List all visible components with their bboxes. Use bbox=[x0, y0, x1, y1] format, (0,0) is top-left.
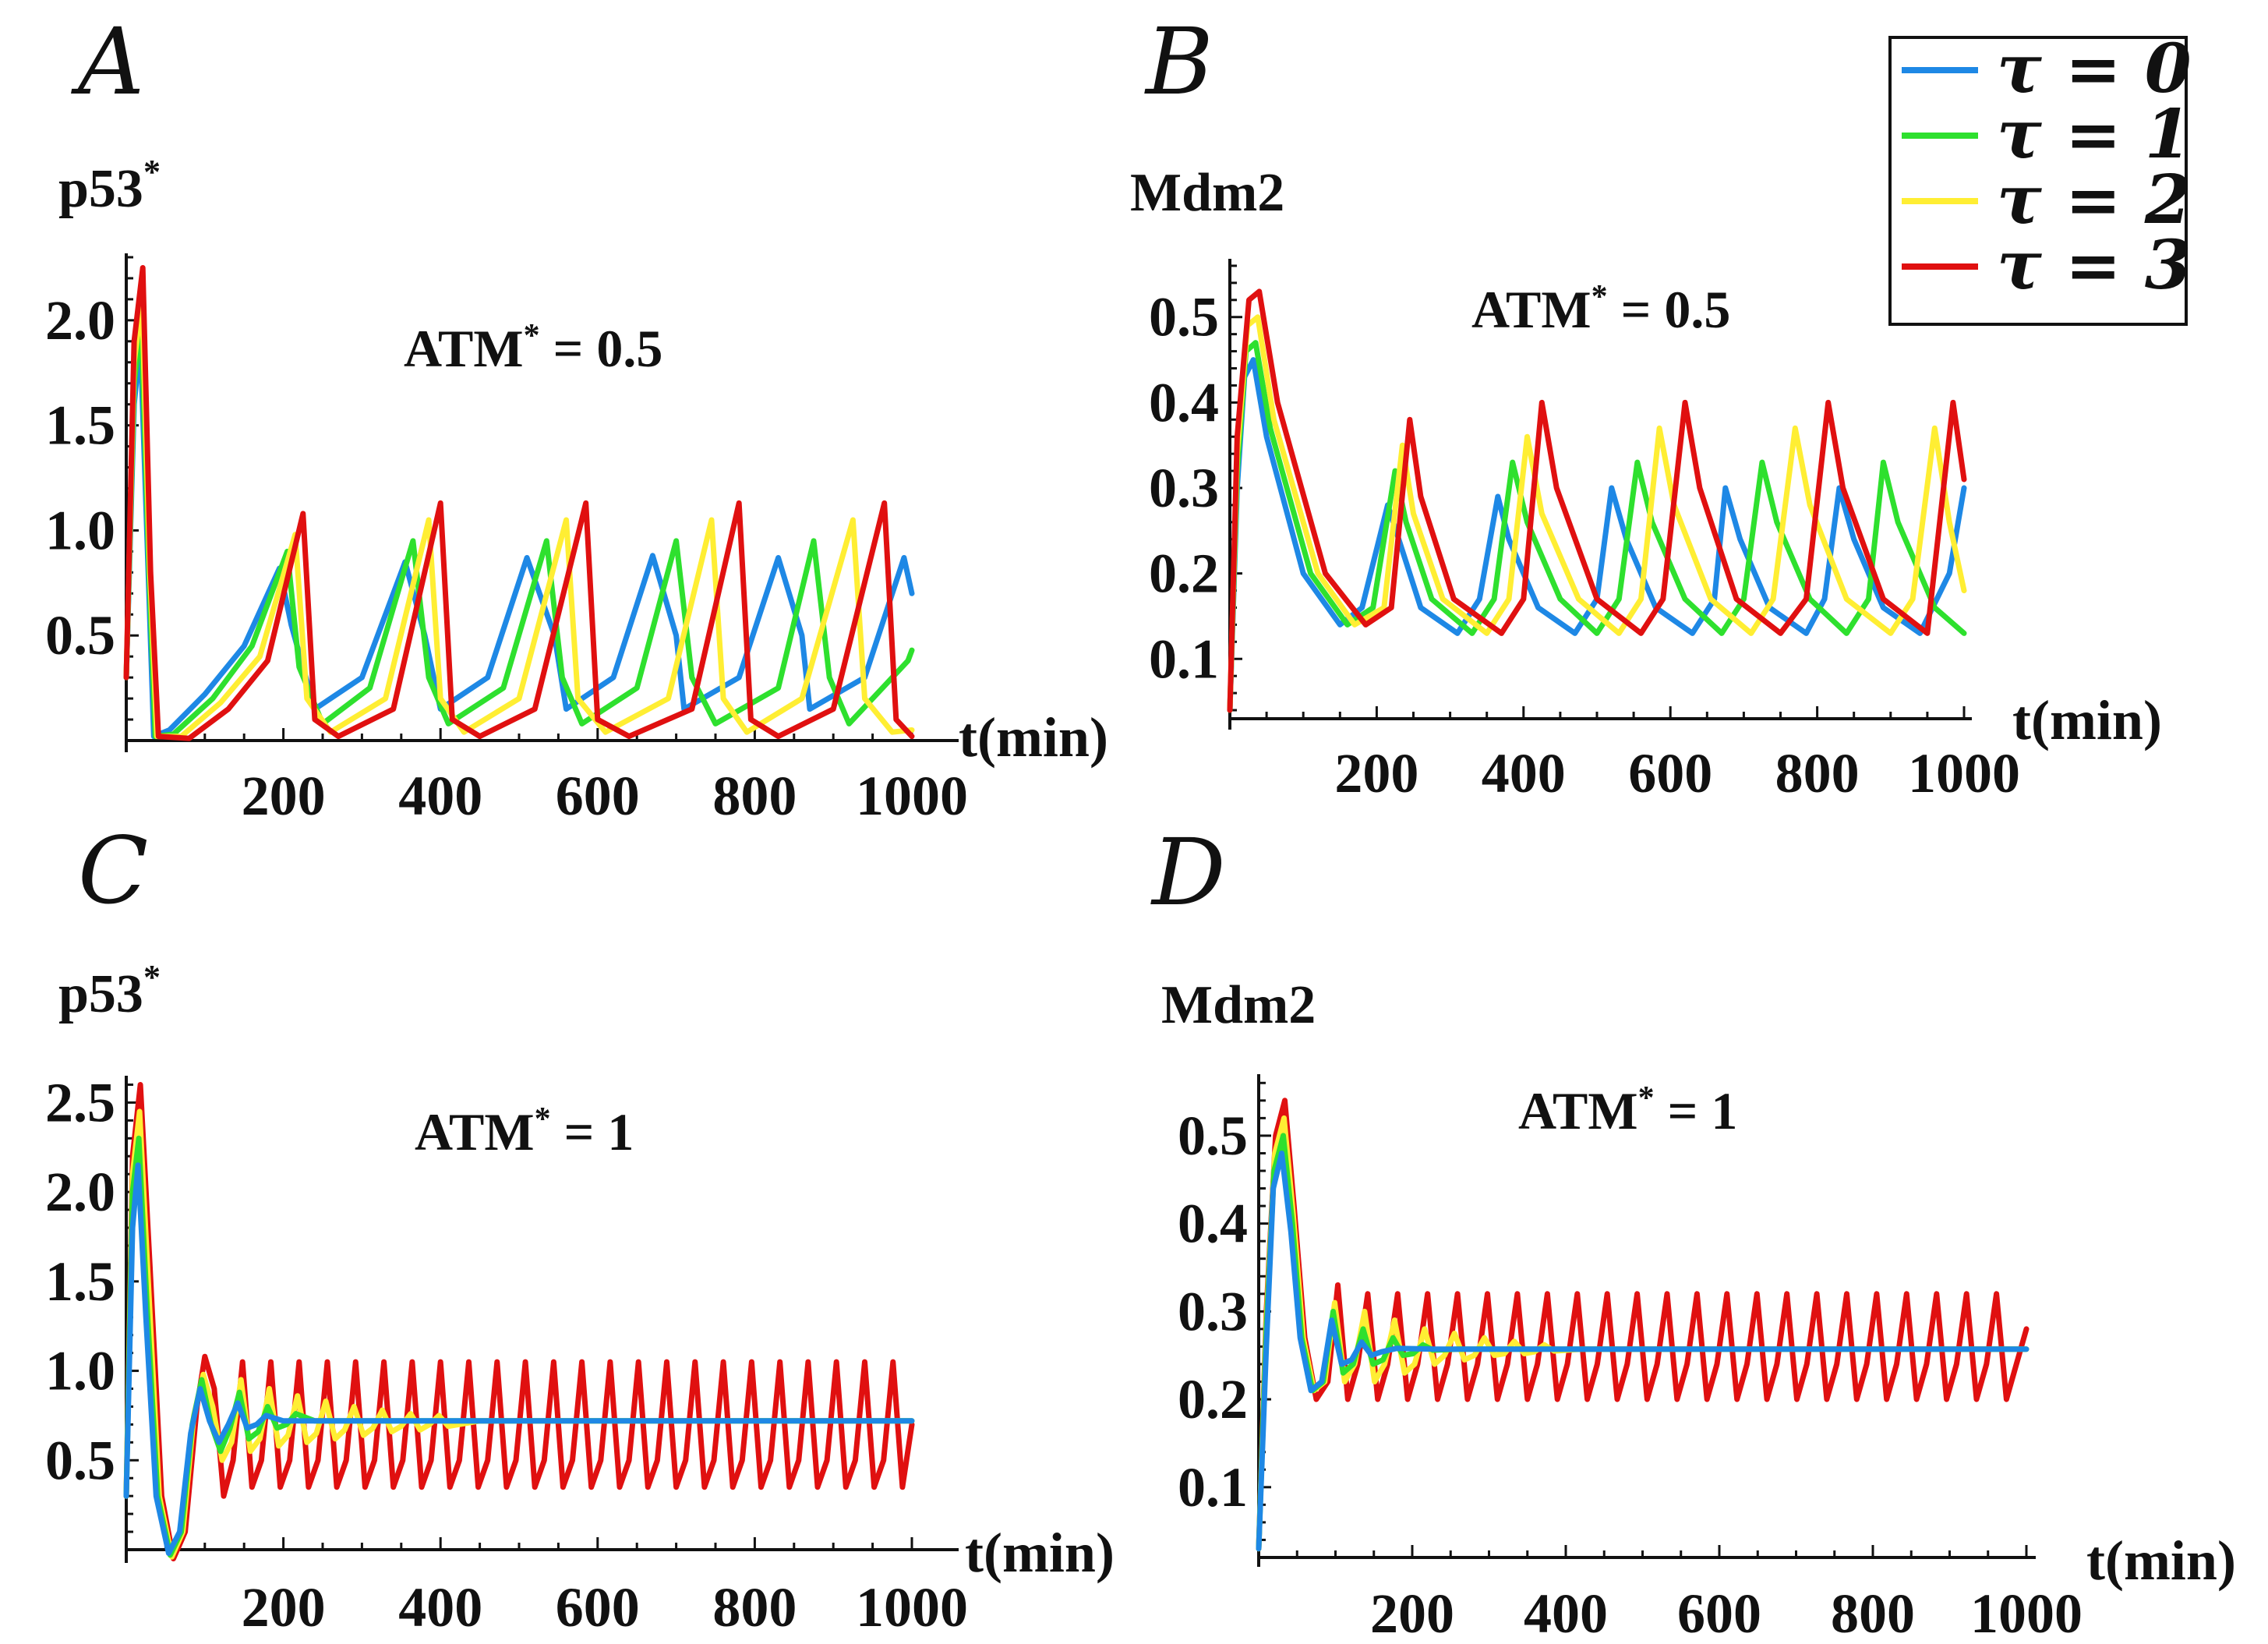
panel-a-xtick-label: 800 bbox=[712, 765, 797, 827]
legend-label: τ = 1 bbox=[1997, 95, 2192, 174]
panel-a-ylabel: p53* bbox=[58, 153, 161, 219]
panel-a-ytick-label: 0.5 bbox=[45, 604, 115, 666]
panel-a-series bbox=[123, 265, 915, 741]
panel-d-xlabel: t(min) bbox=[2086, 1529, 2236, 1592]
panel-c-xtick-label: 200 bbox=[242, 1576, 326, 1639]
panel-d-xtick-label: 800 bbox=[1831, 1582, 1915, 1644]
panel-b-annotation: ATM* = 0.5 bbox=[1471, 279, 1730, 339]
panel-a-xtick-label: 200 bbox=[242, 765, 326, 827]
panel-c-xtick-label: 600 bbox=[556, 1576, 640, 1639]
panel-c-ytick-label: 1.5 bbox=[45, 1250, 115, 1313]
panel-a-annotation: ATM* = 0.5 bbox=[404, 318, 662, 378]
panel-a-ytick-label: 1.0 bbox=[45, 499, 115, 561]
panel-c-ylabel: p53* bbox=[58, 958, 161, 1024]
panel-b-ytick-label: 0.2 bbox=[1149, 543, 1219, 605]
panel-b-series-line bbox=[1227, 288, 1967, 713]
panel-b-ytick-label: 0.3 bbox=[1149, 457, 1219, 519]
panel-c-annotation: ATM* = 1 bbox=[415, 1101, 634, 1161]
panel-d-xtick-label: 200 bbox=[1370, 1582, 1454, 1644]
panel-d-ytick-label: 0.3 bbox=[1178, 1280, 1248, 1342]
panel-c-ticks: 200 400 600 800 1000 0.5 1.0 1.5 2.0 2.5 bbox=[45, 1071, 968, 1639]
panel-c-ytick-label: 2.0 bbox=[45, 1161, 115, 1223]
panel-d-ticks: 200 400 600 800 1000 0.1 0.2 0.3 0.4 0.5 bbox=[1178, 1081, 2083, 1644]
panel-b-letter: B bbox=[1144, 8, 1213, 115]
panel-d-ytick-label: 0.2 bbox=[1178, 1368, 1248, 1430]
panel-b-ylabel: Mdm2 bbox=[1130, 163, 1284, 223]
panel-c-series-line bbox=[123, 1162, 915, 1557]
panel-c-series-line bbox=[123, 1108, 915, 1560]
panel-d-series bbox=[1256, 1098, 2030, 1552]
panel-b-xtick-label: 200 bbox=[1334, 742, 1418, 804]
panel-b-xtick-label: 400 bbox=[1482, 742, 1566, 804]
panel-b-series bbox=[1227, 288, 1967, 713]
legend-box bbox=[1888, 36, 2188, 326]
panel-c-ytick-label: 2.5 bbox=[45, 1071, 115, 1133]
panel-c: C p53* t(min) ATM* = 1 200 400 600 800 1000 0… bbox=[45, 817, 1115, 1639]
panel-a-letter: A bbox=[71, 8, 144, 115]
panel-d-letter: D bbox=[1150, 818, 1226, 926]
panel-d-series-line bbox=[1256, 1098, 2030, 1552]
panel-a-xtick-label: 600 bbox=[556, 765, 640, 827]
panel-c-xtick-label: 400 bbox=[398, 1576, 482, 1639]
panel-a-xtick-label: 400 bbox=[398, 765, 482, 827]
panel-b-xtick-label: 1000 bbox=[1908, 742, 2020, 804]
panel-d-annotation: ATM* = 1 bbox=[1518, 1080, 1737, 1140]
panel-c-xlabel: t(min) bbox=[965, 1522, 1115, 1584]
panel-c-letter: C bbox=[78, 817, 148, 925]
panel-d-ytick-label: 0.5 bbox=[1178, 1105, 1248, 1167]
panel-b: B Mdm2 t(min) ATM* = 0.5 200 400 600 800 100… bbox=[1130, 8, 2162, 804]
panel-b-xtick-label: 600 bbox=[1628, 742, 1712, 804]
panel-a-series-line bbox=[123, 265, 915, 741]
panel-a-series-line bbox=[123, 338, 915, 740]
panel-a-ytick-label: 1.5 bbox=[45, 394, 115, 457]
panel-a-xlabel: t(min) bbox=[959, 706, 1108, 769]
panel-d-xtick-label: 1000 bbox=[1970, 1582, 2083, 1644]
panel-b-xlabel: t(min) bbox=[2012, 689, 2162, 751]
panel-b-series-line bbox=[1227, 357, 1967, 713]
panel-d-series-line bbox=[1256, 1151, 2030, 1552]
panel-c-series bbox=[123, 1082, 915, 1561]
panel-c-xtick-label: 1000 bbox=[856, 1576, 968, 1639]
panel-d-xtick-label: 600 bbox=[1677, 1582, 1761, 1644]
panel-a-xtick-label: 1000 bbox=[856, 765, 968, 827]
panel-c-series-line bbox=[123, 1082, 915, 1561]
panel-b-ytick-label: 0.1 bbox=[1149, 628, 1219, 690]
panel-b-ytick-label: 0.5 bbox=[1149, 286, 1219, 348]
panel-c-xtick-label: 800 bbox=[712, 1576, 797, 1639]
legend: τ = 0τ = 1τ = 2τ = 3 bbox=[1888, 30, 2192, 326]
panel-a-ytick-label: 2.0 bbox=[45, 289, 115, 352]
legend-label: τ = 2 bbox=[1997, 161, 2192, 239]
panel-d-ylabel: Mdm2 bbox=[1161, 975, 1316, 1035]
legend-label: τ = 0 bbox=[1997, 30, 2192, 108]
panel-a: A p53* t(min) ATM* = 0.5 200 400 600 800 100… bbox=[45, 8, 1108, 827]
panel-b-ytick-label: 0.4 bbox=[1149, 371, 1219, 433]
panel-c-ytick-label: 0.5 bbox=[45, 1429, 115, 1491]
panel-c-series-line bbox=[123, 1135, 915, 1558]
panel-b-ticks: 200 400 600 800 1000 0.1 0.2 0.3 0.4 0.5 bbox=[1149, 264, 2020, 804]
panel-b-series-line bbox=[1227, 340, 1967, 713]
legend-entries: τ = 0τ = 1τ = 2τ = 3 bbox=[1902, 30, 2192, 305]
panel-d-ytick-label: 0.4 bbox=[1178, 1193, 1248, 1255]
panel-b-xtick-label: 800 bbox=[1775, 742, 1860, 804]
panel-d-ytick-label: 0.1 bbox=[1178, 1456, 1248, 1518]
legend-label: τ = 3 bbox=[1997, 226, 2192, 305]
panel-c-ytick-label: 1.0 bbox=[45, 1340, 115, 1402]
panel-b-series-line bbox=[1227, 314, 1967, 713]
panel-d-xtick-label: 400 bbox=[1524, 1582, 1608, 1644]
panel-d: D Mdm2 t(min) ATM* = 1 200 400 600 800 1000 0… bbox=[1150, 818, 2236, 1644]
